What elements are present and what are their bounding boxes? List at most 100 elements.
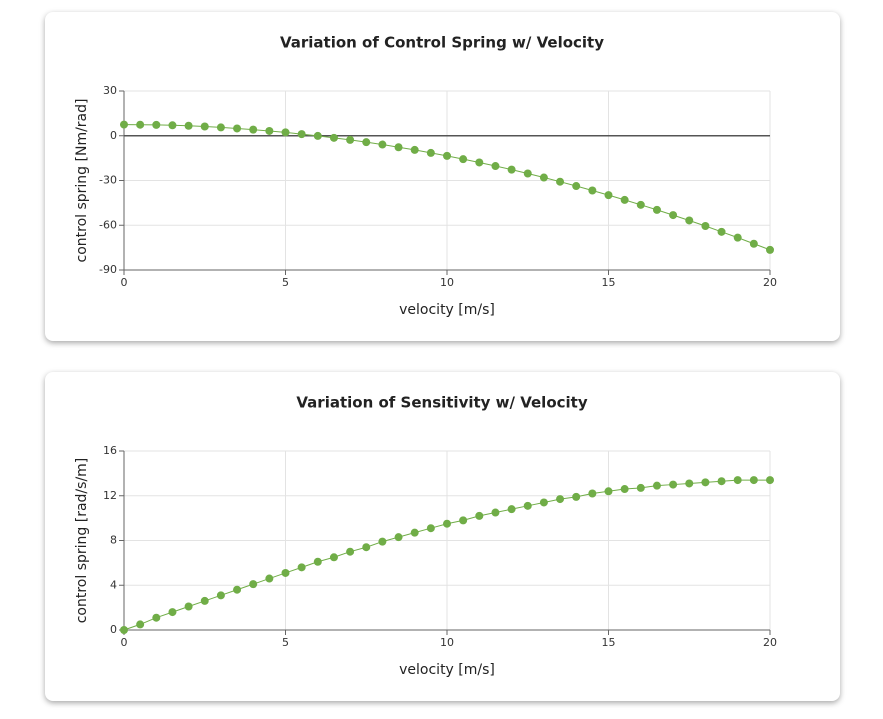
data-point xyxy=(329,553,338,562)
data-point xyxy=(249,125,258,134)
data-point xyxy=(329,133,338,142)
data-point xyxy=(620,195,629,204)
data-point xyxy=(152,613,161,622)
y-tick-label: 0 xyxy=(110,129,117,142)
data-point xyxy=(200,122,209,131)
data-point xyxy=(426,524,435,533)
data-point xyxy=(394,143,403,152)
data-point xyxy=(523,169,532,178)
data-point xyxy=(459,516,468,525)
data-point xyxy=(620,485,629,494)
x-tick-label: 20 xyxy=(763,276,777,289)
chart-title: Variation of Sensitivity w/ Velocity xyxy=(296,394,587,412)
data-point xyxy=(572,182,581,191)
data-point xyxy=(507,505,516,514)
data-point xyxy=(636,483,645,492)
data-point xyxy=(749,476,758,485)
x-tick-label: 20 xyxy=(763,636,777,649)
data-point xyxy=(216,123,225,132)
y-axis-label: control spring [rad/s/m] xyxy=(74,458,90,624)
chart-title: Variation of Control Spring w/ Velocity xyxy=(280,34,604,52)
data-point xyxy=(136,620,145,629)
data-point xyxy=(701,478,710,487)
data-point xyxy=(362,138,371,147)
data-point xyxy=(394,533,403,542)
data-point xyxy=(168,608,177,617)
data-point xyxy=(572,492,581,501)
data-point xyxy=(717,227,726,236)
data-point xyxy=(507,165,516,174)
y-tick-label: 30 xyxy=(103,84,117,97)
data-point xyxy=(265,126,274,135)
data-point xyxy=(152,120,161,129)
data-point xyxy=(604,191,613,200)
data-point xyxy=(669,211,678,220)
x-tick-label: 15 xyxy=(602,636,616,649)
data-point xyxy=(346,135,355,144)
data-point xyxy=(766,245,774,254)
data-point xyxy=(459,155,468,164)
data-point xyxy=(588,489,597,498)
data-point xyxy=(604,487,613,496)
data-point xyxy=(410,528,419,537)
data-point xyxy=(733,476,742,485)
y-tick-label: -30 xyxy=(99,174,117,187)
data-point xyxy=(297,130,306,139)
y-tick-label: 4 xyxy=(110,578,117,591)
data-point xyxy=(410,145,419,154)
data-point xyxy=(233,124,242,133)
chart-card xyxy=(45,372,840,701)
x-axis-label: velocity [m/s] xyxy=(399,662,495,678)
data-point xyxy=(346,547,355,556)
x-tick-label: 10 xyxy=(440,636,454,649)
x-axis-label: velocity [m/s] xyxy=(399,302,495,318)
x-tick-label: 10 xyxy=(440,276,454,289)
data-point xyxy=(701,221,710,230)
data-point xyxy=(313,131,322,140)
data-point xyxy=(216,591,225,600)
data-point xyxy=(669,480,678,489)
y-axis-label: control spring [Nm/rad] xyxy=(74,99,90,263)
data-point xyxy=(475,158,484,167)
data-point xyxy=(636,200,645,209)
data-point xyxy=(539,173,548,182)
data-point xyxy=(475,511,484,520)
data-point xyxy=(749,239,758,248)
data-point xyxy=(426,148,435,157)
data-point xyxy=(120,626,128,634)
data-point xyxy=(378,537,387,546)
data-point xyxy=(443,151,451,160)
x-tick-label: 5 xyxy=(282,276,289,289)
data-point xyxy=(556,177,565,186)
x-tick-label: 15 xyxy=(602,276,616,289)
data-point xyxy=(362,543,371,552)
data-point xyxy=(556,495,565,504)
data-point xyxy=(717,477,726,486)
data-point xyxy=(652,205,661,214)
data-point xyxy=(200,596,209,605)
x-tick-label: 5 xyxy=(282,636,289,649)
data-point xyxy=(136,120,145,129)
data-point xyxy=(491,508,500,517)
data-point xyxy=(685,479,694,488)
data-point xyxy=(184,602,193,611)
data-point xyxy=(491,162,500,171)
chart-card xyxy=(45,12,840,341)
data-point xyxy=(233,585,242,594)
data-point xyxy=(184,121,193,130)
data-point xyxy=(378,140,387,149)
y-tick-label: -90 xyxy=(99,263,117,276)
data-point xyxy=(313,557,322,566)
y-tick-label: 0 xyxy=(110,623,117,636)
data-point xyxy=(523,501,532,510)
y-tick-label: 8 xyxy=(110,534,117,547)
data-point xyxy=(265,574,274,583)
y-tick-label: 12 xyxy=(103,489,117,502)
x-tick-label: 0 xyxy=(121,636,128,649)
data-point xyxy=(652,481,661,490)
x-tick-label: 0 xyxy=(121,276,128,289)
data-point xyxy=(168,121,177,130)
data-point xyxy=(733,233,742,242)
